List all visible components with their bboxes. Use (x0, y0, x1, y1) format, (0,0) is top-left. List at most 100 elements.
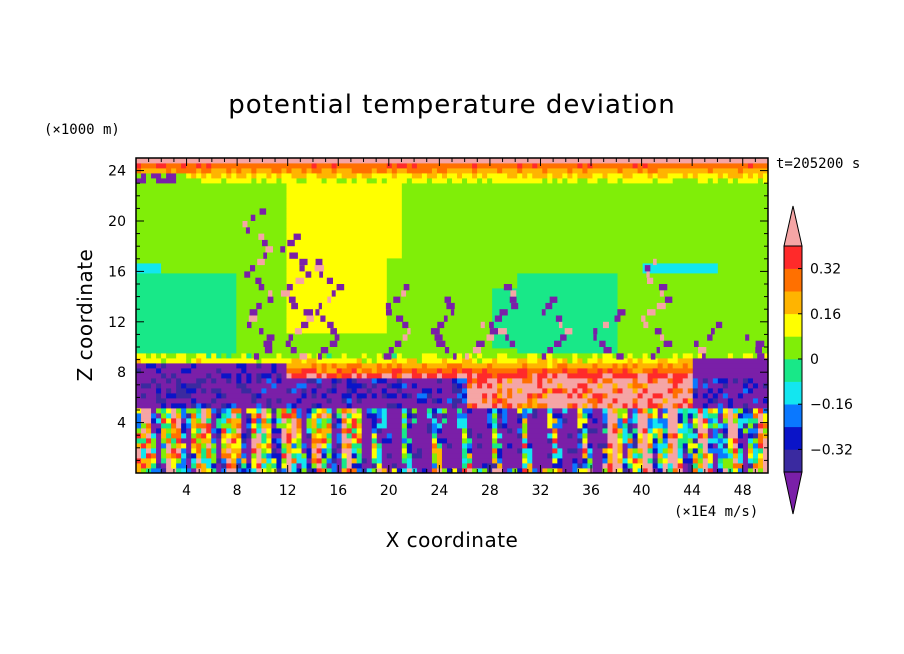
contour-cell (386, 468, 393, 473)
contour-cell (166, 418, 172, 424)
plume-cell (644, 265, 651, 272)
contour-cell (647, 468, 654, 473)
contour-cell (281, 413, 292, 419)
contour-cell (527, 398, 533, 404)
contour-cell (341, 173, 358, 179)
contour-cell (542, 468, 548, 473)
contour-cell (421, 373, 428, 379)
contour-cell (186, 458, 192, 464)
contour-cell (587, 418, 593, 424)
contour-cell (261, 418, 267, 424)
contour-cell (356, 468, 363, 473)
contour-cell (231, 433, 237, 439)
contour-cell (381, 468, 388, 473)
contour-cell (276, 408, 282, 414)
contour-cell (151, 433, 157, 439)
contour-cell (161, 373, 167, 379)
contour-cell (707, 453, 714, 459)
contour-cell (261, 468, 267, 473)
contour-cell (371, 453, 378, 459)
contour-cell (532, 378, 538, 384)
contour-cell (321, 403, 348, 409)
contour-cell (271, 368, 277, 374)
contour-cell (301, 413, 307, 419)
contour-cell (241, 353, 247, 359)
contour-cell (281, 453, 287, 459)
contour-cell (196, 173, 202, 179)
contour-cell (271, 438, 277, 444)
contour-cell (647, 163, 749, 169)
contour-cell (351, 403, 388, 409)
contour-cell (226, 173, 232, 179)
contour-cell (431, 443, 438, 449)
contour-cell (391, 383, 403, 389)
contour-cell (667, 453, 679, 459)
contour-cell (742, 353, 754, 359)
contour-cell (176, 448, 182, 454)
contour-cell (537, 163, 578, 169)
contour-cell (356, 453, 363, 459)
contour-cell (742, 458, 749, 464)
contour-cell (497, 398, 503, 404)
contour-cell (632, 368, 643, 374)
contour-cell (326, 393, 343, 399)
contour-cell (612, 463, 623, 469)
contour-cell (582, 163, 588, 169)
contour-cell (191, 368, 217, 374)
contour-cell (617, 418, 623, 424)
contour-cell (341, 433, 348, 439)
contour-cell (261, 413, 267, 419)
contour-cell (462, 448, 468, 454)
contour-cell (356, 418, 363, 424)
contour-cell (602, 418, 608, 424)
contour-cell (136, 428, 142, 434)
contour-cell (286, 293, 388, 299)
contour-cell (717, 398, 729, 404)
contour-cell (386, 288, 493, 294)
contour-cell (567, 418, 578, 424)
contour-cell (276, 178, 282, 184)
contour-cell (306, 358, 317, 364)
contour-cell (747, 378, 754, 384)
contour-cell (582, 358, 588, 364)
contour-cell (301, 168, 307, 174)
contour-cell (622, 423, 628, 429)
contour-cell (191, 418, 197, 424)
contour-cell (431, 433, 438, 439)
contour-cell (251, 373, 257, 379)
contour-cell (757, 398, 764, 404)
contour-cell (361, 448, 373, 454)
contour-cell (637, 413, 649, 419)
contour-cell (371, 458, 378, 464)
contour-cell (632, 433, 638, 439)
contour-cell (477, 353, 483, 359)
contour-cell (637, 398, 649, 404)
contour-cell (391, 433, 403, 439)
contour-cell (426, 178, 433, 184)
contour-cell (146, 463, 152, 469)
contour-cell (617, 308, 768, 314)
contour-cell (467, 428, 473, 434)
contour-cell (261, 358, 292, 364)
contour-cell (251, 388, 262, 394)
contour-cell (602, 463, 608, 469)
contour-cell (266, 453, 272, 459)
contour-cell (166, 363, 192, 369)
contour-cell (457, 393, 463, 399)
contour-cell (637, 443, 649, 449)
plume-cell (558, 321, 563, 329)
contour-cell (732, 463, 744, 469)
contour-cell (416, 358, 423, 364)
contour-cell (191, 438, 197, 444)
contour-cell (286, 243, 403, 249)
contour-cell (136, 383, 142, 389)
contour-cell (512, 388, 518, 394)
contour-cell (597, 428, 603, 434)
contour-cell (632, 418, 638, 424)
contour-cell (752, 408, 759, 414)
contour-cell (321, 418, 328, 424)
contour-cell (757, 453, 764, 459)
contour-cell (156, 178, 177, 184)
contour-cell (281, 463, 287, 469)
contour-cell (602, 358, 628, 364)
